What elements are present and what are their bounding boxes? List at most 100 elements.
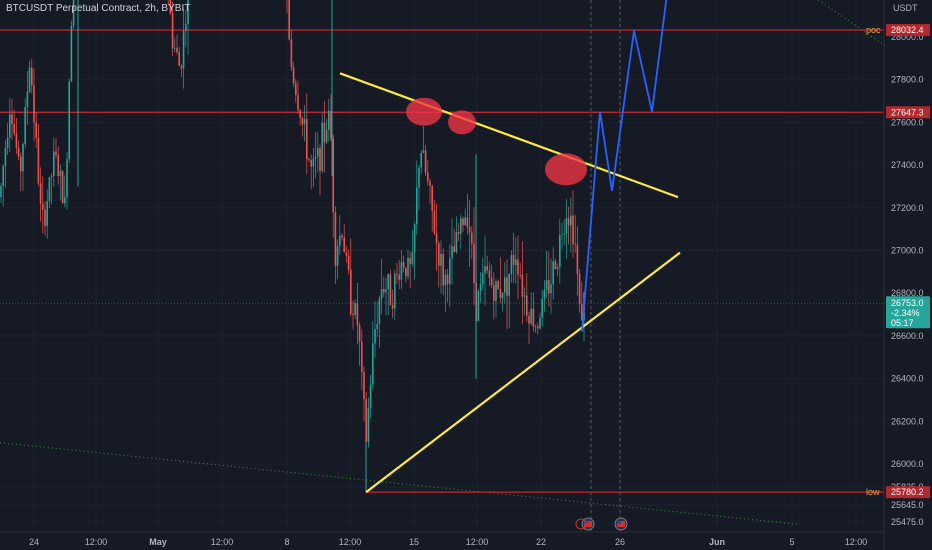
- candle-body: [345, 252, 348, 256]
- candle-body: [314, 156, 317, 159]
- price-tick-label: 27200.0: [891, 203, 924, 213]
- candle-body: [328, 110, 330, 130]
- price-tick-label: 26800.0: [891, 288, 924, 298]
- candle-body: [528, 315, 530, 324]
- candle-body: [537, 326, 539, 329]
- candle-body: [288, 0, 290, 40]
- candle-body: [464, 217, 466, 226]
- candle-body: [567, 218, 570, 226]
- candle-body: [488, 270, 491, 278]
- candle-body: [407, 257, 409, 277]
- candle-body: [380, 289, 383, 299]
- time-tick-label: 22: [536, 537, 546, 547]
- candle-body: [460, 218, 462, 234]
- candle-body: [303, 119, 306, 125]
- time-tick-label: 12:00: [211, 537, 234, 547]
- candle-body: [497, 281, 499, 290]
- time-tick-label: 12:00: [466, 537, 489, 547]
- candle-body: [440, 253, 442, 266]
- candle-body: [433, 210, 436, 234]
- candle-body: [532, 308, 535, 327]
- time-tick-label: 12:00: [845, 537, 868, 547]
- candle-body: [312, 158, 315, 167]
- candle-body: [323, 122, 326, 143]
- time-tick-label: Jun: [709, 537, 725, 547]
- candle-body: [61, 171, 64, 204]
- current-price-badge: [886, 296, 930, 329]
- candle-body: [420, 153, 422, 168]
- candle-body: [336, 245, 339, 266]
- candle-body: [372, 343, 374, 385]
- price-tick-label: 25475.0: [891, 517, 924, 527]
- drawings-layer: [339, 0, 681, 494]
- candle-body: [539, 317, 541, 329]
- dotted-trendline-lower: [0, 442, 801, 525]
- chart-title: BTCUSDT Perpetual Contract, 2h, BYBIT: [6, 3, 191, 14]
- candle-body: [435, 233, 438, 244]
- candle-body: [501, 292, 504, 299]
- event-marker-icon: [575, 518, 587, 530]
- candle-body: [541, 298, 543, 318]
- projection-path: [581, 0, 668, 332]
- current-price-countdown: 05:17: [891, 318, 914, 328]
- candle-body: [512, 255, 515, 265]
- candle-body: [427, 172, 429, 182]
- price-scale-unit: USDT: [893, 3, 918, 13]
- candle-body: [409, 257, 411, 264]
- candle-body: [457, 232, 460, 234]
- candle-body: [178, 52, 180, 66]
- candle-body: [438, 243, 440, 266]
- candle-body: [515, 259, 517, 265]
- candle-body: [451, 246, 453, 259]
- candle-body: [295, 83, 297, 96]
- candle-body: [17, 147, 20, 157]
- candle-body: [50, 175, 53, 178]
- candle-body: [563, 233, 565, 235]
- price-tick-label: 27800.0: [891, 75, 924, 85]
- candle-body: [24, 107, 26, 145]
- candle-body: [548, 280, 550, 294]
- candle-body: [510, 255, 513, 274]
- candle-body: [185, 23, 187, 32]
- time-tick-label: 12:00: [85, 537, 108, 547]
- candle-body: [39, 183, 42, 204]
- price-tick-label: 26600.0: [891, 331, 924, 341]
- candle-body: [26, 91, 29, 108]
- candle-body: [53, 151, 55, 176]
- candle-body: [405, 267, 407, 277]
- candle-body: [369, 384, 372, 408]
- candle-body: [378, 298, 381, 324]
- candle-body: [361, 341, 363, 372]
- candle-body: [182, 31, 185, 69]
- candle-body: [68, 81, 70, 160]
- candle-body: [556, 267, 559, 269]
- candle-body: [499, 289, 502, 299]
- candle-body: [543, 290, 546, 299]
- candle-body: [15, 133, 18, 148]
- candle-body: [37, 137, 40, 184]
- candle-body: [42, 203, 44, 210]
- candle-body: [576, 244, 579, 274]
- candle-body: [534, 326, 537, 328]
- level-price-text: 25780.2: [891, 487, 924, 497]
- candle-body: [343, 237, 345, 253]
- candle-body: [70, 25, 73, 82]
- price-tick-label: 25645.0: [891, 500, 924, 510]
- time-tick-label: 15: [409, 537, 419, 547]
- price-tick-label: 26400.0: [891, 374, 924, 384]
- candle-body: [321, 122, 323, 171]
- candle-body: [495, 281, 497, 301]
- candle-body: [493, 285, 495, 301]
- candle-body: [508, 273, 510, 296]
- candle-body: [552, 261, 554, 285]
- candle-body: [350, 269, 352, 314]
- candle-body: [486, 266, 488, 271]
- candle-body: [574, 244, 576, 245]
- candle-body: [449, 258, 451, 285]
- trendline-ascending: [365, 251, 681, 494]
- candle-body: [565, 218, 568, 234]
- time-tick-label: 26: [615, 537, 625, 547]
- candle-body: [180, 65, 183, 69]
- candle-body: [352, 313, 354, 315]
